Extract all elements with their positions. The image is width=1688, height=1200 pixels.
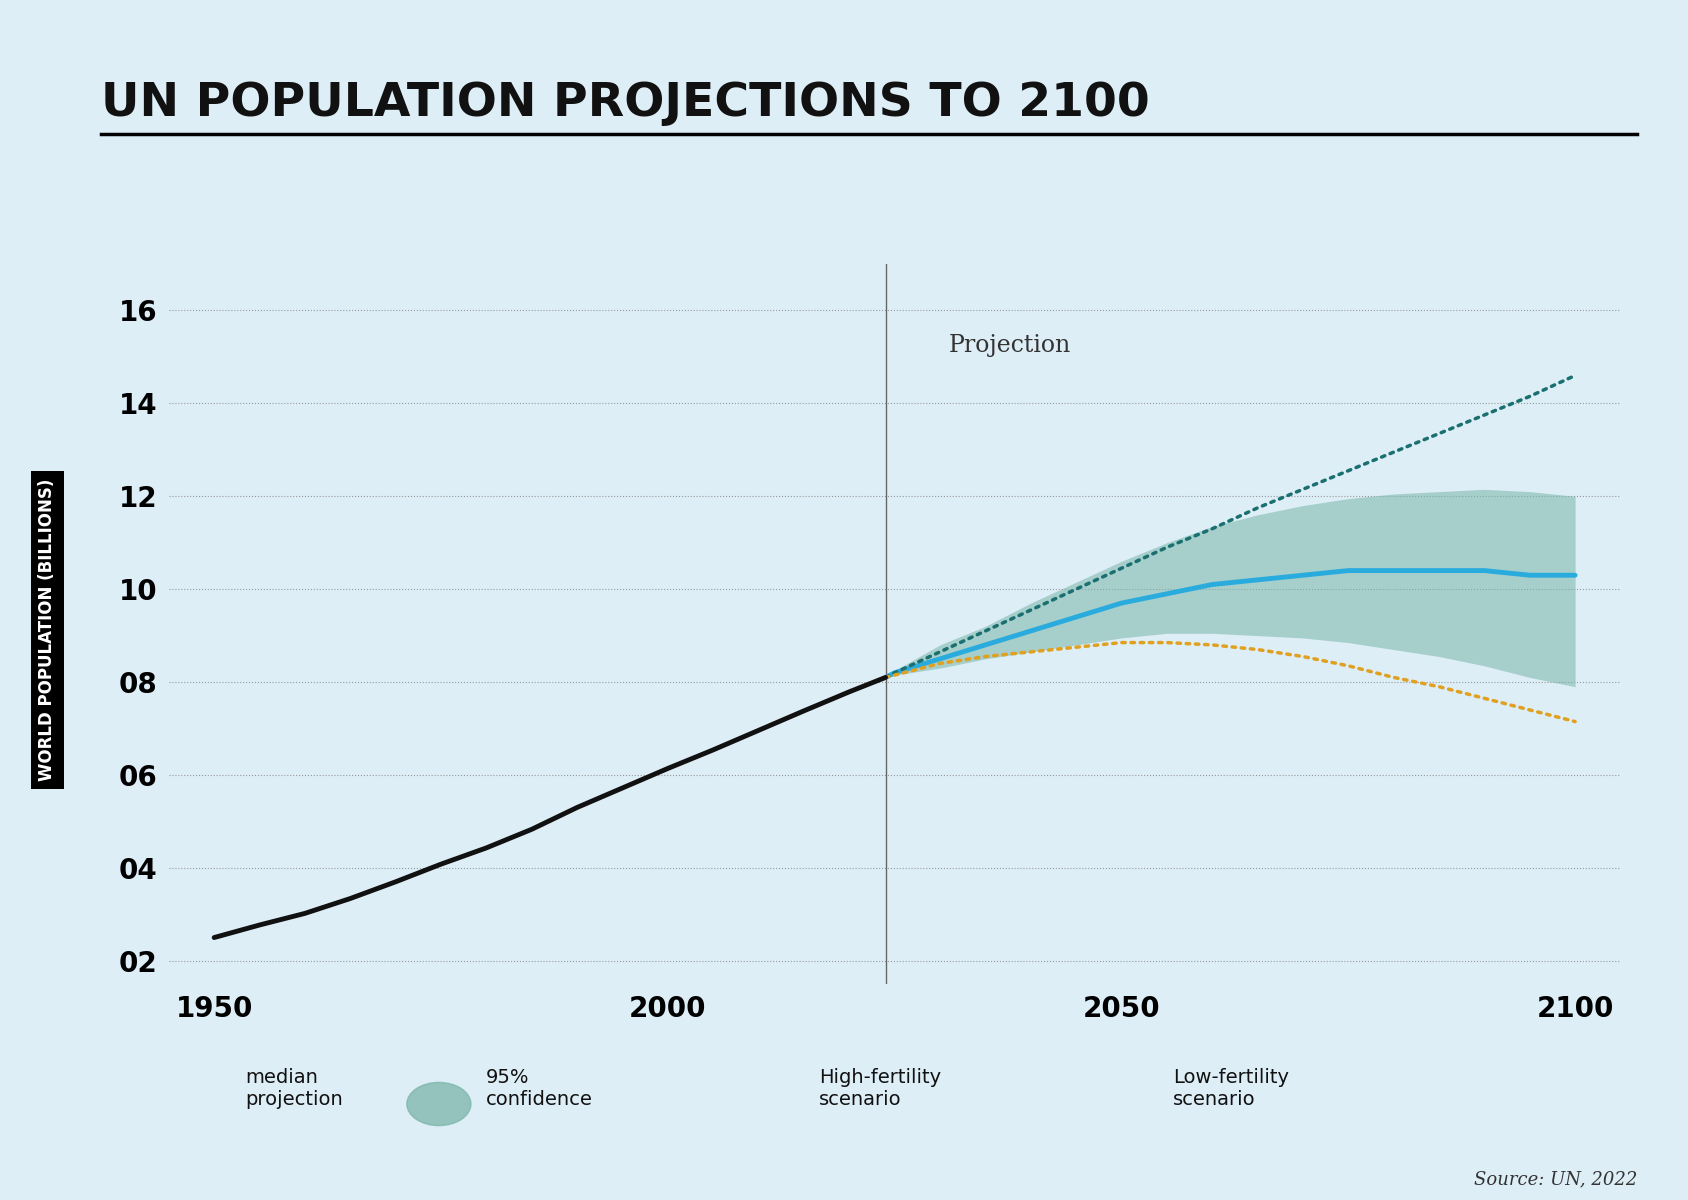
Text: Low-fertility
scenario: Low-fertility scenario <box>1173 1068 1290 1109</box>
Text: 95%
confidence: 95% confidence <box>486 1068 592 1109</box>
Text: High-fertility
scenario: High-fertility scenario <box>819 1068 940 1109</box>
Text: UN POPULATION PROJECTIONS TO 2100: UN POPULATION PROJECTIONS TO 2100 <box>101 80 1150 126</box>
Text: median
projection: median projection <box>245 1068 343 1109</box>
Text: Source: UN, 2022: Source: UN, 2022 <box>1474 1170 1637 1188</box>
Text: WORLD POPULATION (BILLIONS): WORLD POPULATION (BILLIONS) <box>39 479 56 781</box>
Text: Projection: Projection <box>949 334 1072 356</box>
Ellipse shape <box>407 1082 471 1126</box>
